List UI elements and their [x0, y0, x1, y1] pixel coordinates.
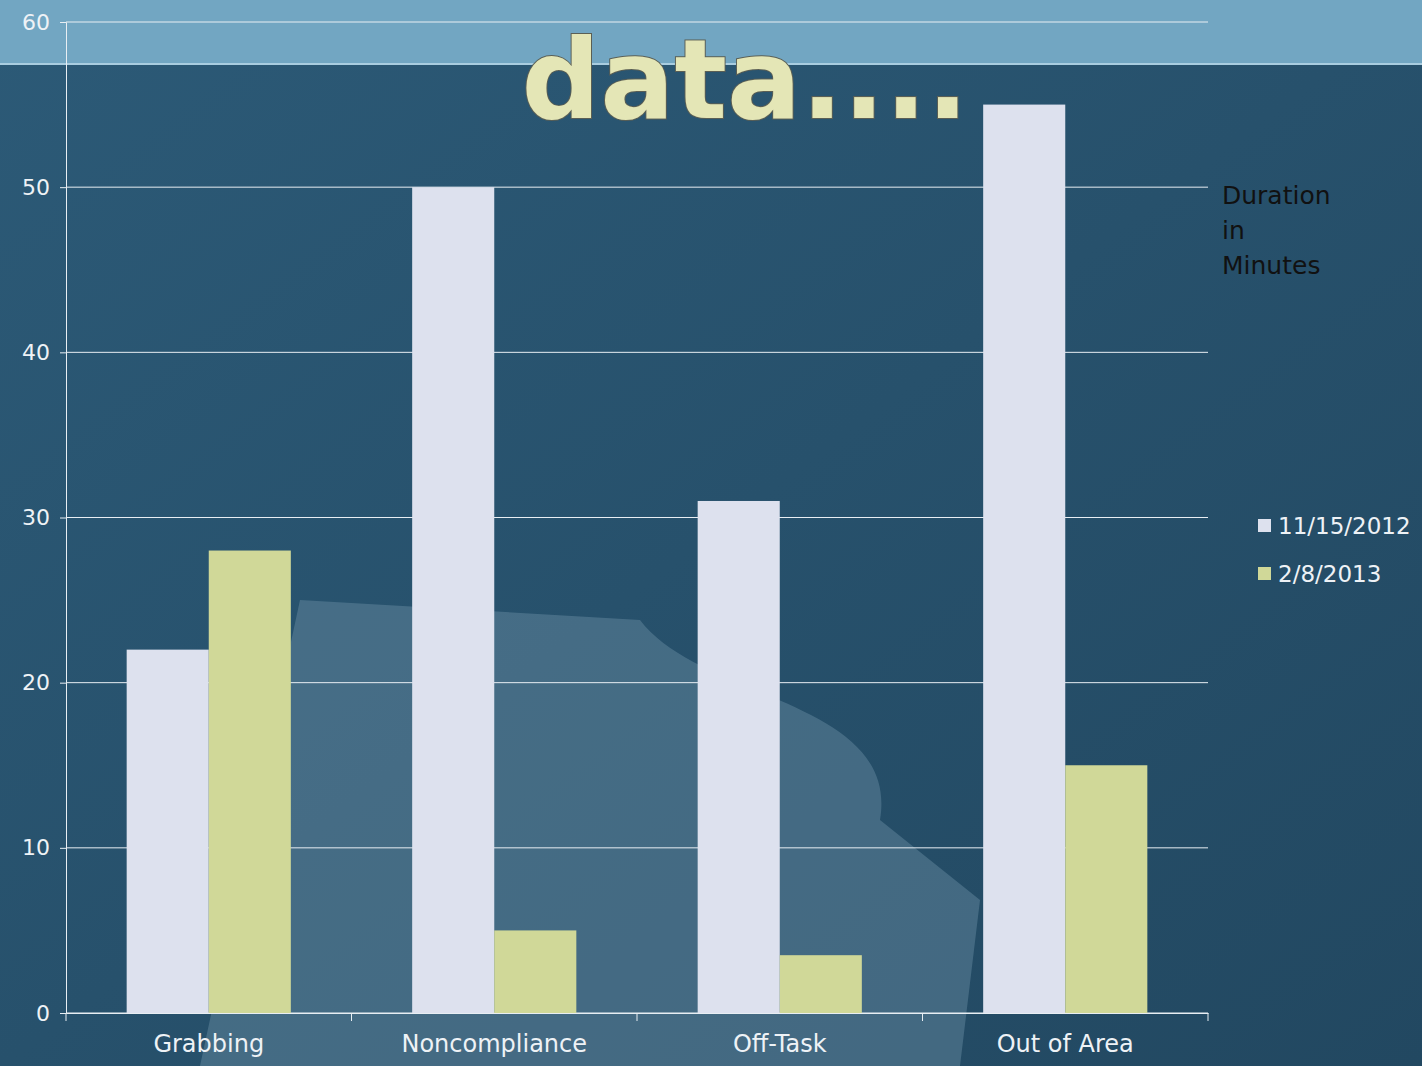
- tick-label: 60: [22, 10, 50, 35]
- tick: Off-Task: [733, 1013, 827, 1058]
- tick: Noncompliance: [401, 1013, 587, 1058]
- legend: 11/15/2012 2/8/2013: [1258, 513, 1411, 587]
- tick-label: 20: [22, 670, 50, 695]
- tick-label: 30: [22, 505, 50, 530]
- tick-mark: [60, 352, 66, 353]
- background: [0, 0, 1422, 1066]
- tick-mark: [60, 1013, 66, 1014]
- legend-label: 11/15/2012: [1278, 513, 1411, 539]
- tick: 0: [36, 1001, 66, 1026]
- tick-label: 0: [36, 1001, 50, 1026]
- bar: [1065, 765, 1147, 1013]
- series: [127, 105, 1066, 1013]
- decoration: [200, 600, 980, 1066]
- bar: [780, 955, 862, 1013]
- tick-label: Out of Area: [997, 1030, 1134, 1058]
- tick-label: Noncompliance: [401, 1030, 587, 1058]
- series: [209, 551, 1148, 1013]
- tick: 50: [22, 175, 66, 200]
- axis-line: [60, 23, 67, 1014]
- title: data....: [522, 16, 969, 144]
- grid: [66, 22, 1208, 1013]
- legend-swatch: [1258, 567, 1271, 580]
- chart: 0 10 20 30 40 50 60 Grabbing Noncompliance Off-Ta…: [0, 0, 1422, 1066]
- tick: 10: [22, 835, 66, 860]
- bar: [127, 650, 209, 1013]
- tick-label: 50: [22, 175, 50, 200]
- tick: Grabbing: [153, 1013, 264, 1058]
- x-axis: Grabbing Noncompliance Off-Task Out of Area: [67, 1013, 1209, 1058]
- bars: [127, 105, 1148, 1013]
- bar: [698, 501, 780, 1013]
- tick-mark: [60, 187, 66, 188]
- category-divider: [351, 1013, 352, 1021]
- category-divider: [637, 1013, 638, 1021]
- bar: [494, 930, 576, 1013]
- category-divider: [922, 1013, 923, 1021]
- tick-mark: [60, 518, 66, 519]
- bar: [983, 105, 1065, 1013]
- tick-label: 10: [22, 835, 50, 860]
- tick: 60: [22, 10, 66, 35]
- tick: Out of Area: [997, 1013, 1134, 1058]
- legend-swatch: [1258, 519, 1271, 532]
- category-divider: [1208, 1013, 1209, 1021]
- category-divider: [66, 1013, 67, 1021]
- tick-mark: [60, 22, 66, 23]
- bar: [412, 187, 494, 1013]
- tick: 40: [22, 340, 66, 365]
- category-dividers: [66, 1013, 1208, 1021]
- tick: 30: [22, 505, 66, 530]
- legend-label: 2/8/2013: [1278, 561, 1381, 587]
- bar: [209, 551, 291, 1013]
- tick-mark: [60, 848, 66, 849]
- tick-label: Grabbing: [153, 1030, 264, 1058]
- axis-title: DurationinMinutes: [1222, 181, 1331, 280]
- tick-label: 40: [22, 340, 50, 365]
- tick-label: Off-Task: [733, 1030, 827, 1058]
- tick: 20: [22, 670, 66, 695]
- y-axis: 0 10 20 30 40 50 60: [22, 10, 67, 1026]
- tick-mark: [60, 683, 66, 684]
